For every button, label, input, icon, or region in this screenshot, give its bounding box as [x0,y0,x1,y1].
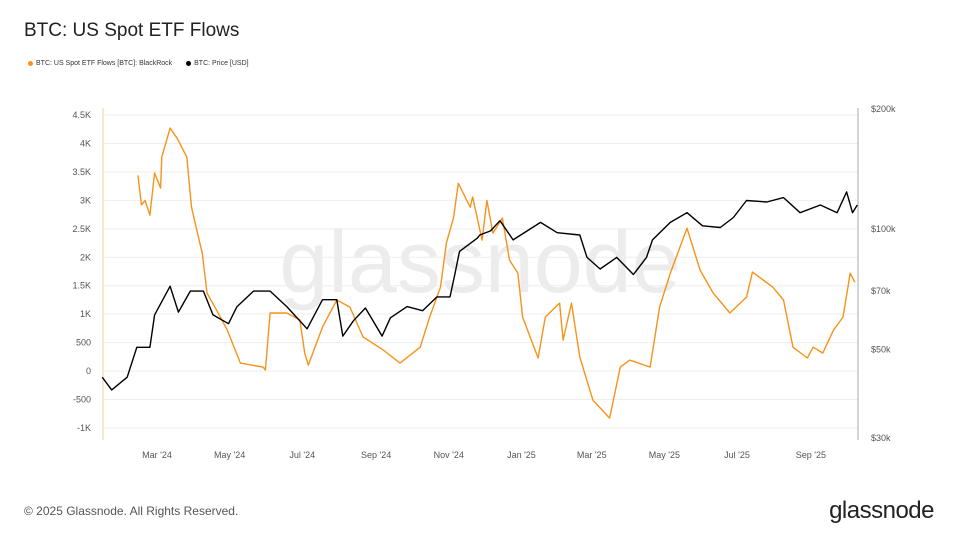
y-right-tick-label: $70k [871,286,891,296]
y-right-tick-label: $100k [871,224,896,234]
legend: BTC: US Spot ETF Flows [BTC]: BlackRock … [28,60,249,67]
legend-dot-orange [28,61,33,66]
chart-title: BTC: US Spot ETF Flows [24,20,240,41]
y-left-tick-label: -1K [77,423,91,433]
y-left-tick-label: 1.5K [72,281,91,291]
y-right-tick-label: $30k [871,433,891,443]
legend-label: BTC: US Spot ETF Flows [BTC]: BlackRock [36,60,173,67]
x-tick-label: Jul '24 [289,450,315,460]
legend-item-etf-flows[interactable]: BTC: US Spot ETF Flows [BTC]: BlackRock [28,60,172,67]
series-lines [101,127,858,419]
x-tick-label: May '24 [214,450,245,460]
legend-dot-black [186,61,192,66]
x-tick-label: Mar '24 [142,450,172,460]
x-tick-label: Nov '24 [434,450,464,460]
glassnode-logo[interactable]: glassnode [829,497,934,524]
y-left-tick-label: 500 [76,338,91,348]
axes: 4.5K 4K 3.5K 3K 2.5K 2K 1.5K 1K 500 0 -500 -1K $200k… [72,104,896,460]
x-tick-label: May '25 [649,450,680,460]
y-left-tick-label: 0 [86,366,91,376]
y-left-tick-label: 2K [80,252,91,262]
y-left-tick-label: 3.5K [72,167,91,177]
copyright-footer: © 2025 Glassnode. All Rights Reserved. [24,504,239,518]
y-right-tick-label: $200k [871,104,896,114]
legend-label: BTC: Price [USD] [194,60,249,67]
legend-item-price[interactable]: BTC: Price [USD] [186,60,249,67]
y-left-tick-label: 4.5K [72,110,91,120]
btc-price-line [101,191,858,391]
x-tick-label: Jul '25 [724,450,750,460]
y-right-tick-label: $50k [871,344,891,354]
x-tick-label: Jan '25 [507,450,536,460]
x-tick-label: Mar '25 [577,450,607,460]
x-tick-label: Sep '24 [361,450,391,460]
y-left-tick-label: -500 [73,395,91,405]
etf-flows-line [137,127,856,419]
grid [103,114,858,429]
y-left-tick-label: 1K [80,309,91,319]
y-left-tick-label: 2.5K [72,224,91,234]
y-left-tick-label: 4K [80,138,91,148]
y-left-tick-label: 3K [80,195,91,205]
x-tick-label: Sep '25 [796,450,826,460]
